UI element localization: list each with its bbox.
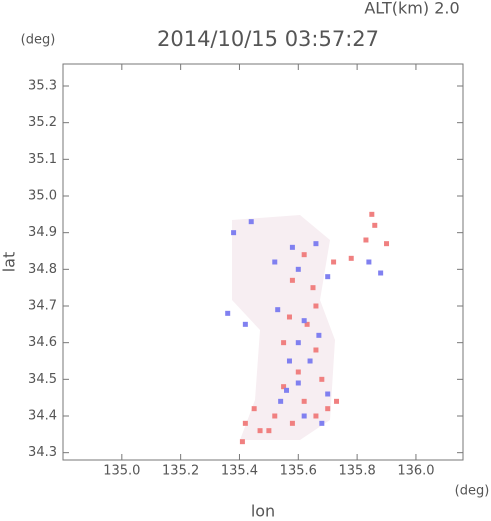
- echo-point: [348, 255, 354, 261]
- y-tick-label: 34.5: [28, 372, 57, 387]
- echo-point: [251, 406, 257, 412]
- y-tick-label: 34.3: [28, 445, 57, 460]
- echo-point: [248, 219, 254, 225]
- echo-point: [272, 413, 278, 419]
- echo-point: [301, 398, 307, 404]
- echo-point: [307, 358, 313, 364]
- echo-point: [225, 310, 231, 316]
- echo-point: [310, 285, 316, 291]
- echo-point: [325, 274, 331, 280]
- echo-point: [301, 413, 307, 419]
- echo-point: [295, 266, 301, 272]
- echo-point: [369, 211, 375, 217]
- echo-point: [304, 321, 310, 327]
- echo-point: [289, 244, 295, 250]
- echo-point: [289, 420, 295, 426]
- echo-point: [295, 340, 301, 346]
- echo-point: [325, 406, 331, 412]
- x-tick-label: 135.2: [162, 464, 199, 479]
- echo-point: [313, 303, 319, 309]
- echo-point: [257, 428, 263, 434]
- y-tick-label: 35.0: [28, 189, 57, 204]
- echo-point: [272, 259, 278, 265]
- x-tick-label: 135.0: [103, 464, 140, 479]
- echo-point: [363, 237, 369, 243]
- plot-frame: [62, 63, 464, 461]
- y-tick-label: 34.7: [28, 299, 57, 314]
- echo-background: [232, 215, 335, 440]
- echo-point: [281, 340, 287, 346]
- echo-point: [325, 391, 331, 397]
- x-unit: (deg): [455, 484, 490, 499]
- echo-point: [266, 428, 272, 434]
- chart-title: 2014/10/15 03:57:27: [157, 27, 379, 51]
- echo-point: [242, 321, 248, 327]
- echo-point: [313, 347, 319, 353]
- y-tick-label: 35.2: [28, 115, 57, 130]
- y-tick-label: 34.6: [28, 335, 57, 350]
- echo-point: [319, 376, 325, 382]
- echo-point: [295, 369, 301, 375]
- echo-point: [331, 259, 337, 265]
- echo-point: [278, 398, 284, 404]
- echo-point: [239, 439, 245, 445]
- y-tick-label: 35.1: [28, 152, 57, 167]
- x-tick-label: 135.4: [221, 464, 258, 479]
- echo-point: [316, 332, 322, 338]
- echo-point: [286, 358, 292, 364]
- echo-point: [289, 277, 295, 283]
- echo-point: [242, 420, 248, 426]
- echo-point: [313, 413, 319, 419]
- echo-point: [384, 241, 390, 247]
- echo-point: [301, 252, 307, 258]
- echo-point: [372, 222, 378, 228]
- y-tick-label: 35.3: [28, 79, 57, 94]
- echo-point: [378, 270, 384, 276]
- echo-point: [334, 398, 340, 404]
- altitude-label: ALT(km) 2.0: [364, 0, 459, 18]
- x-tick-label: 135.6: [280, 464, 317, 479]
- echo-point: [231, 230, 237, 236]
- echo-point: [319, 420, 325, 426]
- y-unit: (deg): [21, 33, 56, 48]
- x-tick-label: 136.0: [397, 464, 434, 479]
- echo-point: [301, 318, 307, 324]
- y-tick-label: 34.8: [28, 262, 57, 277]
- echo-point: [295, 380, 301, 386]
- echo-point: [313, 241, 319, 247]
- y-tick-label: 34.4: [28, 409, 57, 424]
- echo-point: [281, 384, 287, 390]
- x-tick-label: 135.8: [339, 464, 376, 479]
- echo-point: [284, 387, 290, 393]
- y-axis-label: lat: [0, 252, 19, 273]
- x-axis-label: lon: [251, 502, 275, 521]
- echo-point: [366, 259, 372, 265]
- echo-point: [286, 314, 292, 320]
- echo-point: [275, 307, 281, 313]
- y-tick-label: 34.9: [28, 225, 57, 240]
